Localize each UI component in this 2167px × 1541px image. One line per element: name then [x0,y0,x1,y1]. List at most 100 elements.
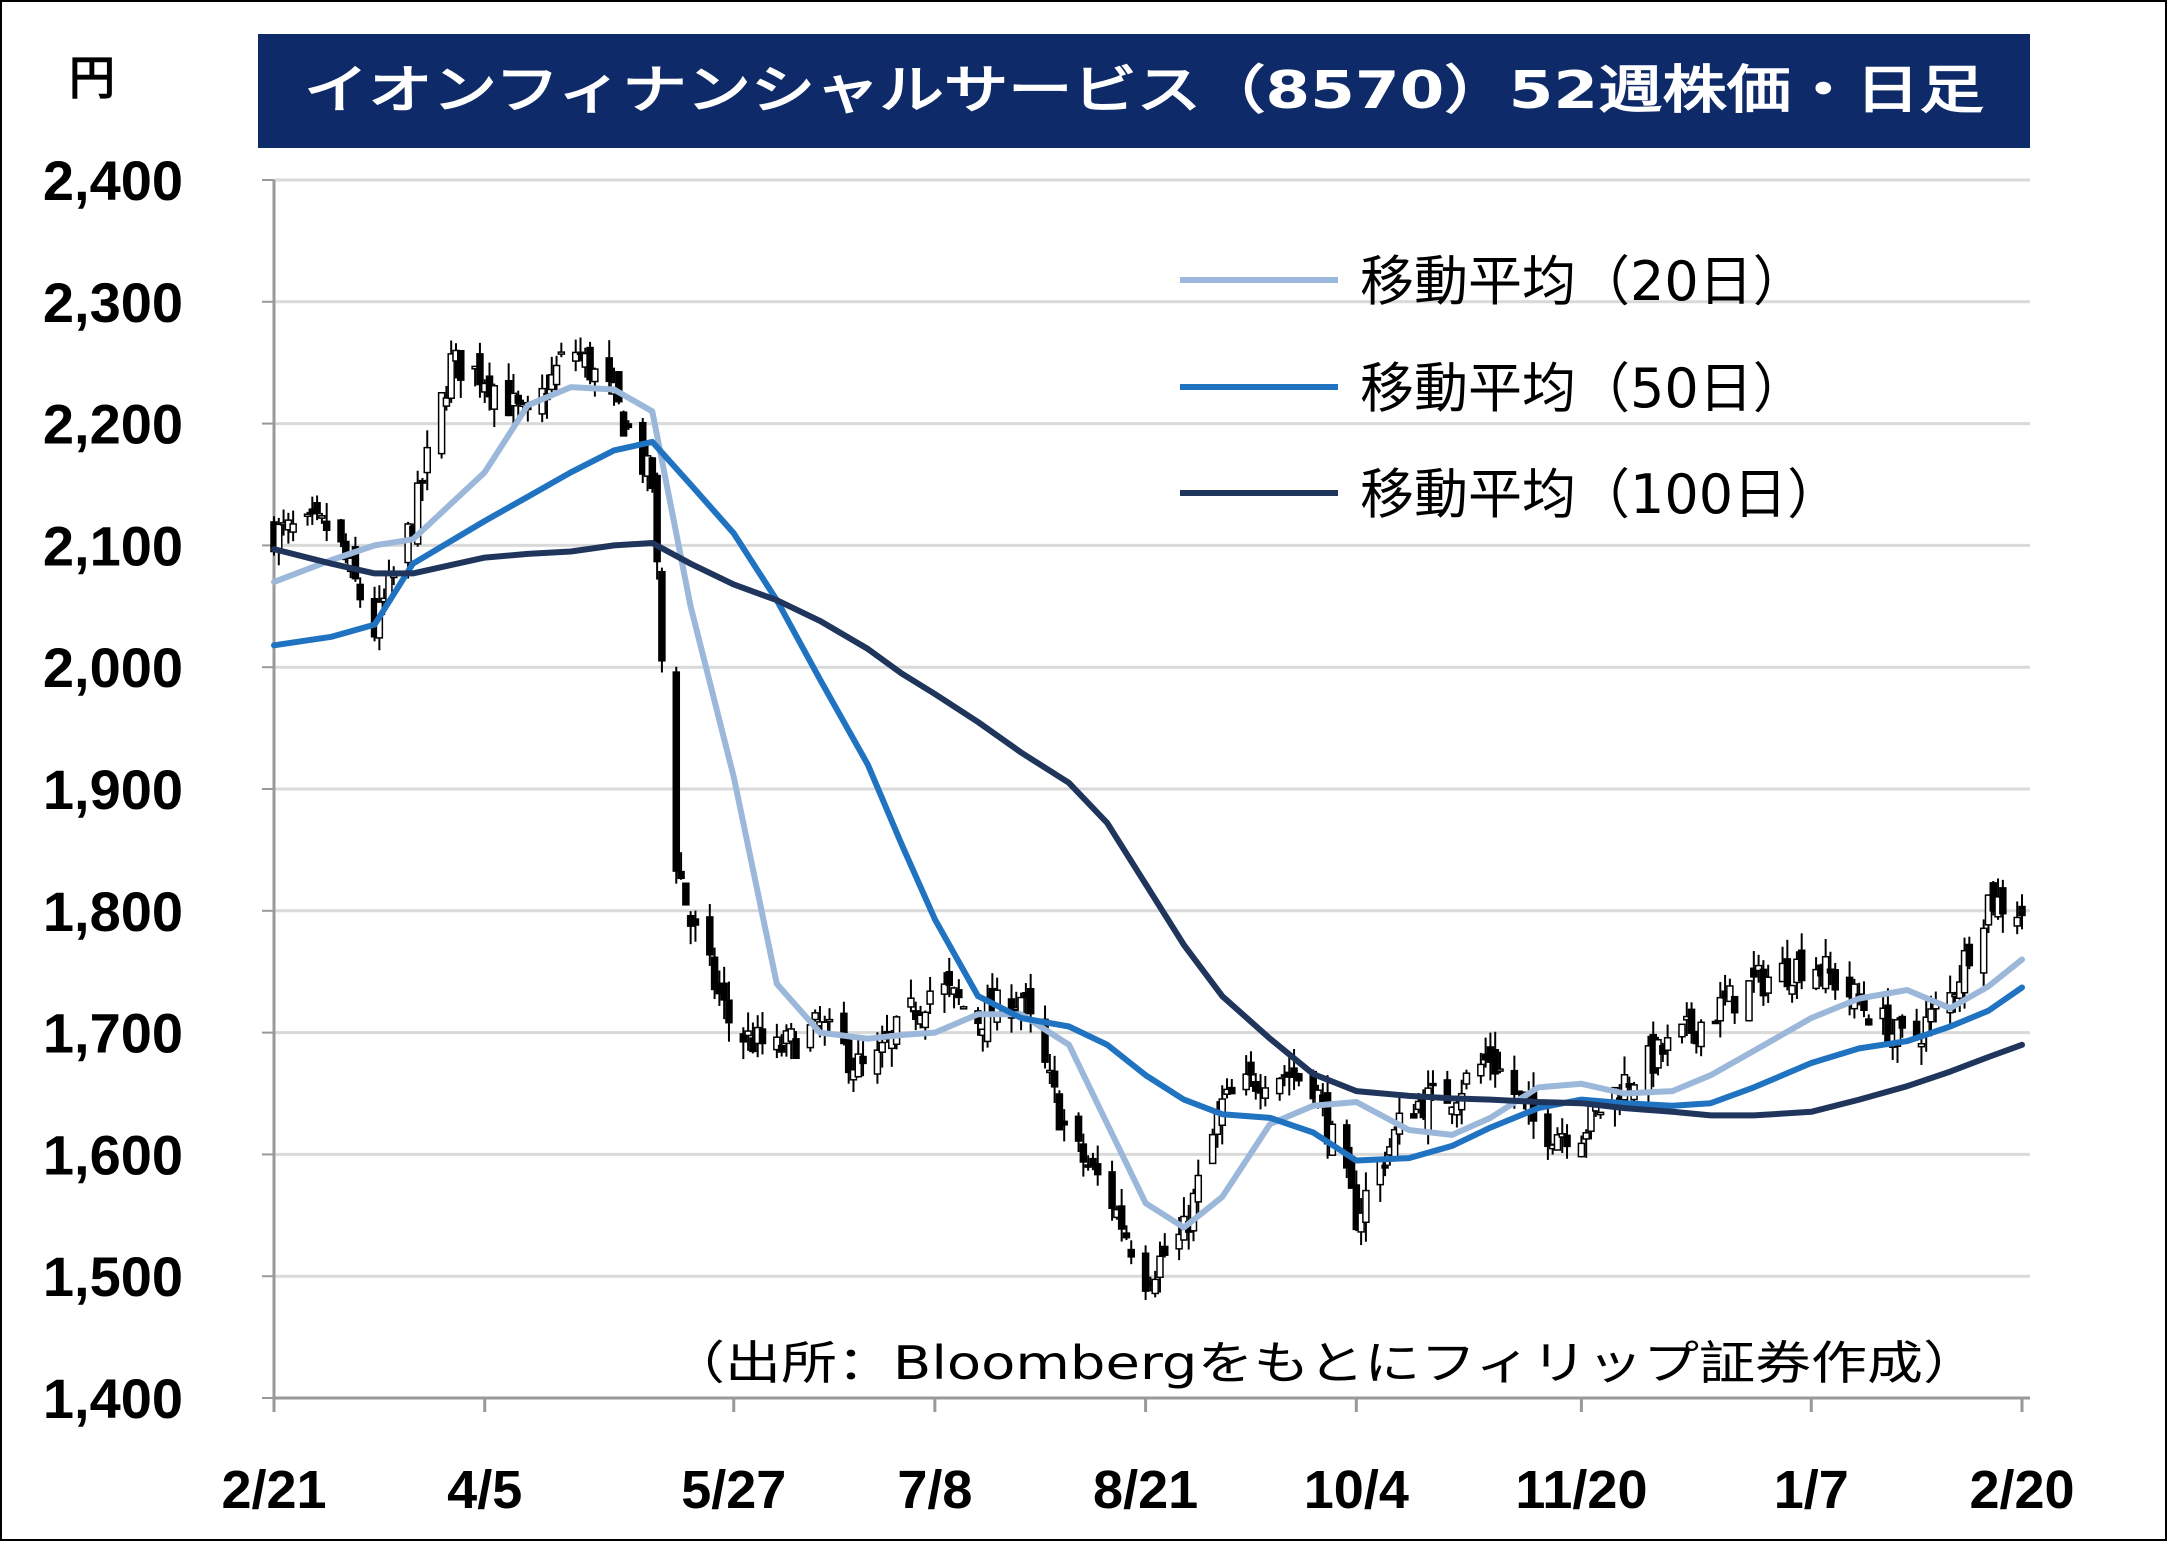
y-tick-label: 2,100 [43,514,183,577]
candle-body [1788,984,1796,995]
candle-body [725,999,733,1024]
candle-body [1783,958,1792,988]
x-axis: 2/21 4/5 5/27 7/8 8/21 10/4 11/20 1/7 2/20 [221,1396,2075,1520]
candle-body [1026,988,1035,1015]
candle-body [313,502,321,515]
candle-body [1764,976,1772,994]
candle-body [1079,1143,1088,1163]
candlesticks [270,337,2026,1301]
candle-body [1912,1020,1921,1037]
candle-body [682,882,690,906]
candle-body [1965,943,1974,967]
candle-body [624,423,633,429]
candle-body [744,1030,752,1037]
candle-body [1946,992,1954,1014]
candle-body [1084,1164,1092,1168]
candle-body [653,474,661,563]
candle-body [1108,1171,1116,1210]
candle-body [2013,916,2021,927]
candle-body [1812,968,1820,990]
candle-body [476,353,484,386]
candle-body [1429,1082,1437,1087]
candle-body [1745,980,1753,1022]
chart-title: イオンフィナンシャルサービス（8570）52週株価・日足 [304,61,1984,121]
y-tick-label: 1,800 [43,880,183,943]
candle-body [1979,927,1988,974]
candle-body [773,1036,781,1051]
candle-body [1017,996,1025,1014]
candle-body [1275,1077,1284,1095]
x-tick-label: 2/21 [221,1460,326,1520]
y-tick-label: 2,400 [43,149,183,212]
candle-body [1750,967,1758,978]
candle-body [1295,1073,1303,1082]
candle-body [1577,1142,1586,1158]
candle-body [490,385,499,410]
candle-body [356,583,364,601]
candle-body [1754,964,1763,972]
candle-body [1175,1233,1183,1250]
candle-body [1127,1248,1135,1258]
candle-body [1687,1008,1696,1034]
ma50-line [271,438,2025,1164]
candle-body [1228,1086,1236,1095]
candle-body [878,1041,886,1053]
candle-body [351,546,360,580]
legend-label: 移動平均（50日） [1360,357,1807,420]
y-tick-label: 1,500 [43,1245,183,1308]
candle-body [552,364,561,386]
y-tick-label: 2,000 [43,636,183,699]
source-note: （出所：Bloombergをもとにフィリップ証券作成） [669,1336,1979,1390]
candle-body [1553,1134,1562,1151]
gridlines [274,178,2030,1278]
candle-body [1716,996,1725,1022]
candle-body [303,513,312,517]
candle-body [1151,1278,1159,1295]
y-tick-label: 1,400 [43,1367,183,1430]
x-tick-label: 5/27 [681,1460,786,1520]
candle-body [677,870,685,880]
candle-body [1917,1042,1926,1048]
title-banner [258,34,2030,148]
candle-body [1663,1037,1672,1051]
candle-body [1563,1134,1571,1148]
candle-body [787,1028,795,1042]
candle-body [1252,1080,1260,1092]
x-tick-label: 4/5 [447,1460,522,1520]
ma100-line [271,540,2025,1119]
y-tick-label: 1,700 [43,1002,183,1065]
candle-body [1093,1163,1102,1176]
candle-body [1477,1063,1485,1077]
y-axis-unit: 円 [69,51,115,105]
candle-body [342,540,350,561]
candle-body [1697,1021,1705,1048]
legend-label: 移動平均（20日） [1360,250,1807,313]
candle-body [1261,1087,1270,1099]
x-tick-label: 7/8 [897,1460,972,1520]
candle-body [413,482,422,545]
candle-body [1161,1245,1169,1256]
candle-body [840,1012,848,1045]
candle-body [710,956,719,991]
candle-body [1381,1164,1389,1169]
candle-body [945,971,954,987]
candle-body [605,357,613,383]
candle-body [423,446,431,474]
candle-body [639,421,647,475]
candle-body [418,479,427,484]
candle-body [457,350,465,381]
candle-body [447,353,455,400]
candle-body [1194,1174,1203,1203]
candle-body [1242,1073,1250,1091]
candle-body [615,371,623,403]
candle-body [1055,1093,1064,1131]
x-tick-label: 2/20 [1969,1460,2074,1520]
candle-body [586,346,594,381]
candle-body [1496,1068,1504,1072]
candle-body [940,983,949,995]
candle-body [749,1037,757,1053]
candle-body [926,990,934,1005]
y-tick-label: 2,300 [43,271,183,334]
candle-body [442,397,451,407]
candle-body [1189,1192,1198,1232]
